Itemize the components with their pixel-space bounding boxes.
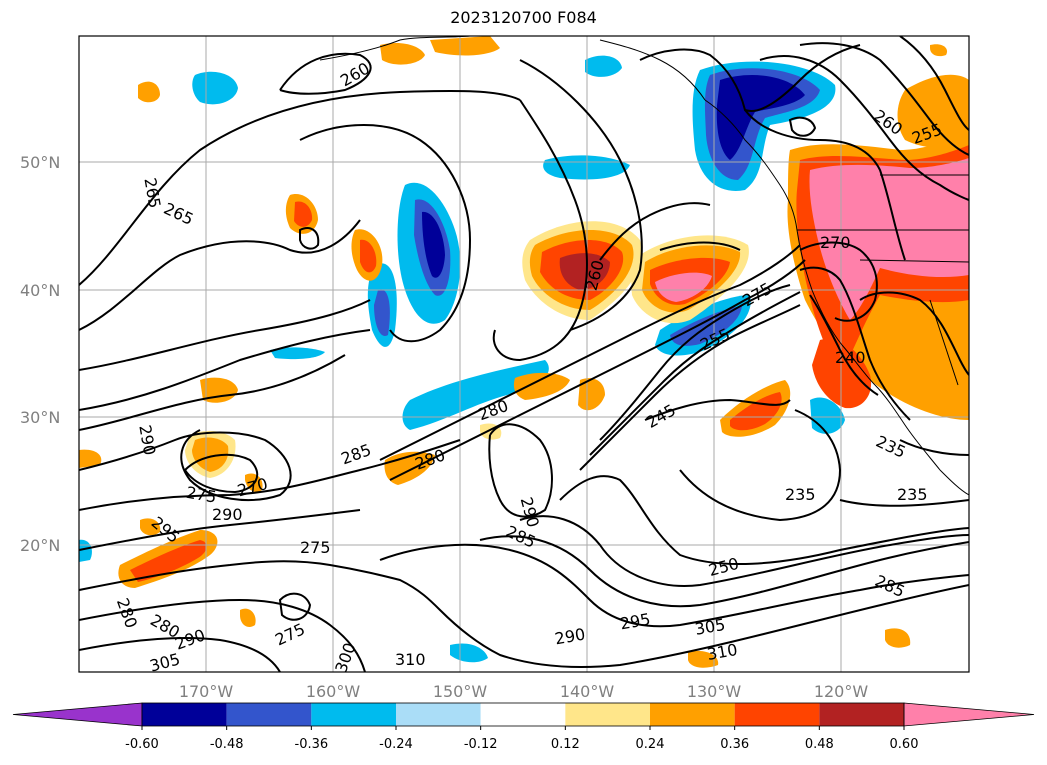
map-gridlines — [79, 36, 969, 672]
colorbar-swatch — [650, 703, 735, 726]
colorbar-extend-high — [903, 702, 1035, 727]
longitude-labels: 170°W 160°W 150°W 140°W 130°W 120°W — [179, 682, 869, 701]
colorbar-tick-label: -0.24 — [379, 737, 413, 752]
svg-text:235: 235 — [897, 485, 928, 504]
colorbar-tick-label: 0.24 — [636, 737, 665, 752]
svg-text:305: 305 — [148, 649, 182, 675]
lat-label-20n: 20°N — [20, 536, 60, 555]
colorbar: -0.60 -0.48 -0.36 -0.24 -0.12 0.12 0.24 0.36 0.4… — [12, 702, 1035, 752]
colorbar-tick-label: -0.12 — [464, 737, 498, 752]
colorbar-swatch — [565, 703, 650, 726]
lon-label-120w: 120°W — [814, 682, 869, 701]
svg-text:270: 270 — [820, 233, 851, 252]
map-title: 2023120700 F084 — [450, 8, 597, 27]
svg-text:310: 310 — [395, 650, 426, 669]
height-contours — [79, 36, 969, 672]
coastlines — [319, 36, 969, 496]
lon-label-150w: 150°W — [433, 682, 488, 701]
colorbar-swatch — [226, 703, 312, 726]
colorbar-tick-label: -0.48 — [210, 737, 244, 752]
map-plot-area: 265 265 260 260 255 260 270 275 280 285 … — [79, 36, 969, 675]
lat-label-50n: 50°N — [20, 153, 60, 172]
colorbar-swatch — [819, 703, 904, 726]
map-frame — [78, 35, 970, 673]
latitude-labels: 50°N 40°N 30°N 20°N — [20, 153, 60, 555]
colorbar-swatch — [396, 703, 481, 726]
colorbar-tick-label: 0.60 — [890, 737, 919, 752]
svg-text:290: 290 — [212, 505, 243, 524]
colorbar-tick-label: 0.48 — [805, 737, 834, 752]
colorbar-tick-label: 0.36 — [720, 737, 749, 752]
colorbar-extend-low — [12, 702, 143, 727]
svg-text:235: 235 — [785, 485, 816, 504]
colorbar-swatch — [734, 703, 820, 726]
colorbar-tick-label: -0.36 — [295, 737, 329, 752]
svg-text:275: 275 — [300, 538, 331, 557]
lon-label-140w: 140°W — [560, 682, 615, 701]
lon-label-160w: 160°W — [306, 682, 361, 701]
lat-label-40n: 40°N — [20, 281, 60, 300]
colorbar-swatch — [142, 703, 227, 726]
lat-label-30n: 30°N — [20, 408, 60, 427]
colorbar-swatch — [480, 703, 566, 726]
colorbar-frame — [141, 702, 905, 727]
colorbar-swatch — [311, 703, 396, 726]
colorbar-tick-label: -0.60 — [125, 737, 159, 752]
svg-text:240: 240 — [835, 348, 866, 367]
lon-label-130w: 130°W — [687, 682, 742, 701]
lon-label-170w: 170°W — [179, 682, 234, 701]
colorbar-tick-label: 0.12 — [551, 737, 580, 752]
